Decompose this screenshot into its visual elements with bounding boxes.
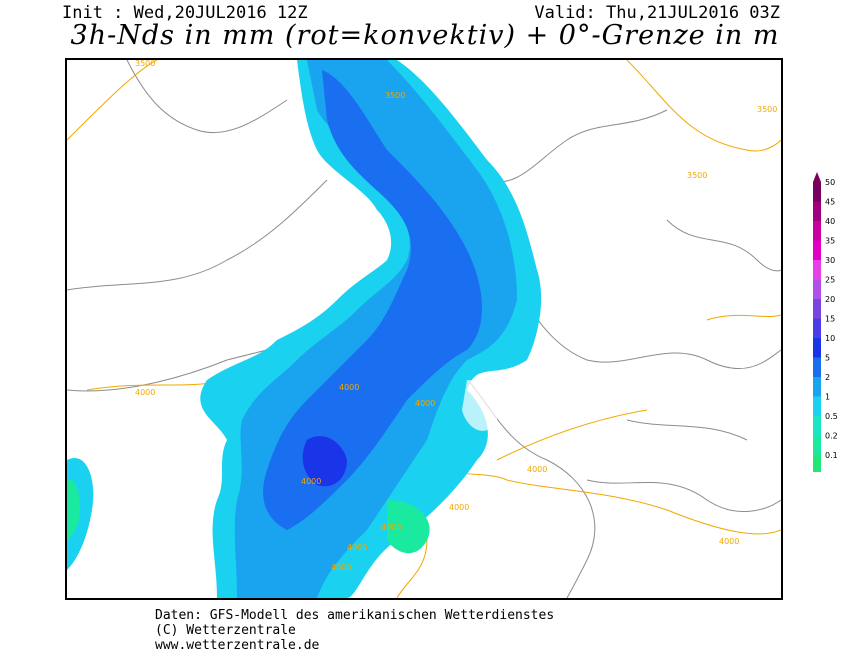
isoline-label: 4000 xyxy=(719,537,739,546)
scale-label: 25 xyxy=(825,276,835,285)
scale-swatch xyxy=(813,260,821,280)
isoline-label: 4000 xyxy=(381,523,401,532)
init-time: Init : Wed,20JUL2016 12Z xyxy=(62,3,308,23)
footer-line-copyright: (C) Wetterzentrale xyxy=(155,623,296,638)
scale-label: 0.1 xyxy=(825,451,838,460)
scale-label: 40 xyxy=(825,217,835,226)
isoline-label: 4000 xyxy=(449,503,469,512)
scale-swatch xyxy=(813,338,821,358)
scale-swatch xyxy=(813,455,821,475)
isoline-label: 3500 xyxy=(757,105,777,114)
scale-label: 35 xyxy=(825,237,835,246)
color-scale-bar: 50 45 40 35 30 25 20 15 10 5 2 1 0.5 0.2 0.1 xyxy=(813,172,838,475)
scale-label: 15 xyxy=(825,315,835,324)
scale-label: 1 xyxy=(825,393,830,402)
scale-swatch xyxy=(813,396,821,416)
isoline-label: 4000 xyxy=(331,563,351,572)
scale-swatch xyxy=(813,240,821,260)
scale-swatch xyxy=(813,377,821,397)
scale-arrow xyxy=(813,172,821,182)
isoline-label: 3500 xyxy=(687,171,707,180)
isoline-label: 4000 xyxy=(301,477,321,486)
precipitation-color-scale: 50 45 40 35 30 25 20 15 10 5 2 1 0.5 0.2 0.1 xyxy=(811,172,839,476)
scale-swatch xyxy=(813,182,821,202)
map-title: 3h-Nds in mm (rot=konvektiv) + 0°-Grenze… xyxy=(70,20,780,51)
scale-label: 5 xyxy=(825,354,830,363)
isoline-label: 4000 xyxy=(527,465,547,474)
scale-swatch xyxy=(813,221,821,241)
isoline-label: 4000 xyxy=(339,383,359,392)
scale-swatch xyxy=(813,357,821,377)
footer: Daten: GFS-Modell des amerikanischen Wet… xyxy=(155,608,554,653)
footer-line-data: Daten: GFS-Modell des amerikanischen Wet… xyxy=(155,608,555,623)
precipitation-field xyxy=(67,60,542,598)
scale-swatch xyxy=(813,318,821,338)
scale-label: 0.5 xyxy=(825,412,838,421)
scale-swatch xyxy=(813,201,821,221)
scale-label: 50 xyxy=(825,178,835,187)
scale-label: 0.2 xyxy=(825,432,838,441)
scale-swatch xyxy=(813,299,821,319)
scale-label: 30 xyxy=(825,256,835,265)
isoline-label: 4000 xyxy=(415,399,435,408)
isoline-label: 4000 xyxy=(135,388,155,397)
isoline-label: 3500 xyxy=(385,91,405,100)
valid-time: Valid: Thu,21JUL2016 03Z xyxy=(534,3,780,23)
isoline-label: 3500 xyxy=(135,60,155,68)
scale-label: 10 xyxy=(825,334,835,343)
scale-swatch xyxy=(813,279,821,299)
scale-label: 2 xyxy=(825,373,830,382)
footer-line-website: www.wetterzentrale.de xyxy=(155,638,320,653)
isoline-label: 4000 xyxy=(347,543,367,552)
scale-label: 45 xyxy=(825,198,835,207)
precipitation-map: 3500 3500 3500 3500 4000 4000 4000 4000 … xyxy=(65,58,783,600)
scale-swatch xyxy=(813,435,821,455)
scale-swatch xyxy=(813,416,821,436)
scale-label: 20 xyxy=(825,295,835,304)
